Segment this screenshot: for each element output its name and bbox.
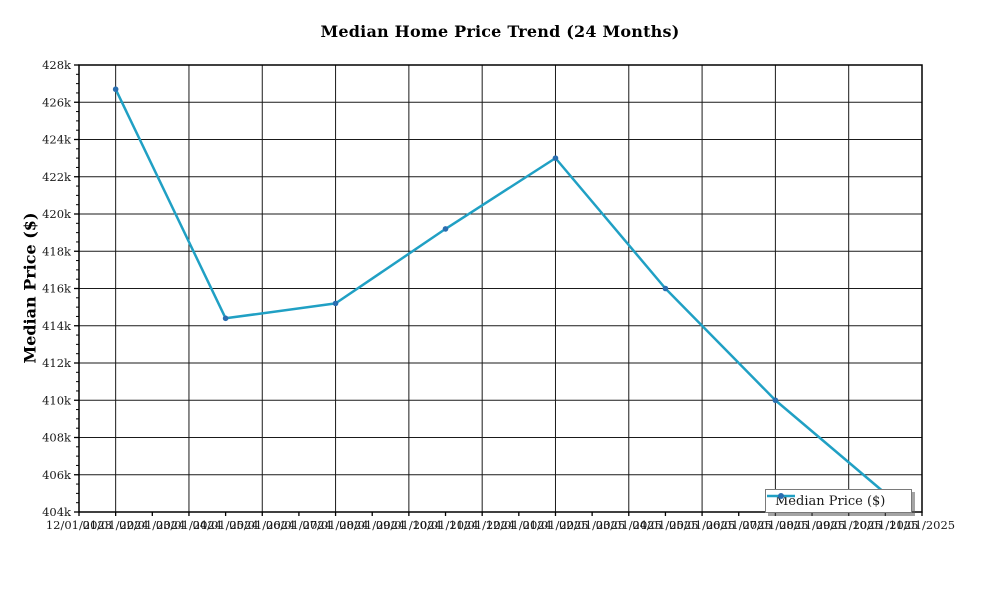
x-tick-label: 12/01/2023 (46, 518, 112, 532)
y-tick-label: 406k (42, 468, 72, 482)
x-tick-label: 01/01/2025 (522, 518, 588, 532)
x-tick-label: 09/01/2025 (816, 518, 882, 532)
y-tick-label: 426k (42, 95, 72, 109)
median-price-line (114, 88, 887, 495)
legend: Median Price ($) (765, 489, 912, 513)
x-tick-label: 10/01/2025 (852, 518, 918, 532)
x-tick-label: 06/01/2024 (266, 518, 332, 532)
x-tick-label: 08/01/2025 (779, 518, 845, 532)
x-tick-label: 10/01/2024 (412, 518, 478, 532)
data-point-marker (222, 315, 229, 322)
x-tick-label: 05/01/2025 (669, 518, 735, 532)
y-tick-label: 420k (42, 207, 72, 221)
y-tick-label: 416k (42, 282, 72, 296)
x-tick-label: 11/01/2025 (889, 518, 955, 532)
x-tick-label: 11/01/2024 (449, 518, 515, 532)
x-tick-label: 04/01/2024 (192, 518, 258, 532)
data-point-marker (772, 397, 779, 404)
y-tick-label: 422k (42, 170, 72, 184)
y-tick-label: 418k (42, 244, 72, 258)
x-tick-label: 03/01/2025 (596, 518, 662, 532)
data-point-marker (332, 300, 339, 307)
y-tick-label: 408k (42, 431, 72, 445)
y-tick-label: 404k (42, 505, 72, 519)
x-tick-label: 04/01/2025 (632, 518, 698, 532)
x-tick-label: 09/01/2024 (376, 518, 442, 532)
y-tick-label: 428k (42, 58, 72, 72)
x-tick-label: 02/01/2025 (559, 518, 625, 532)
x-tick-label: 01/01/2024 (83, 518, 149, 532)
x-tick-label: 07/01/2024 (302, 518, 368, 532)
x-tick-label: 12/01/2024 (486, 518, 552, 532)
data-point-marker (662, 285, 669, 292)
y-tick-label: 412k (42, 356, 72, 370)
chart-title: Median Home Price Trend (24 Months) (320, 22, 680, 41)
y-tick-label: 414k (42, 319, 72, 333)
x-tick-label: 06/01/2025 (706, 518, 772, 532)
data-point-marker (112, 86, 119, 93)
data-point-marker (552, 155, 559, 161)
x-tick-label: 03/01/2024 (156, 518, 222, 532)
x-tick-label: 07/01/2025 (742, 518, 808, 532)
legend-line-marker-icon (767, 493, 795, 499)
legend-label: Median Price ($) (775, 493, 886, 509)
x-tick-label: 02/01/2024 (119, 518, 185, 532)
x-tick-label: 08/01/2024 (339, 518, 405, 532)
y-tick-label: 424k (42, 133, 72, 147)
x-tick-label: 05/01/2024 (229, 518, 295, 532)
data-point-marker (442, 226, 449, 232)
y-tick-label: 410k (42, 393, 72, 407)
